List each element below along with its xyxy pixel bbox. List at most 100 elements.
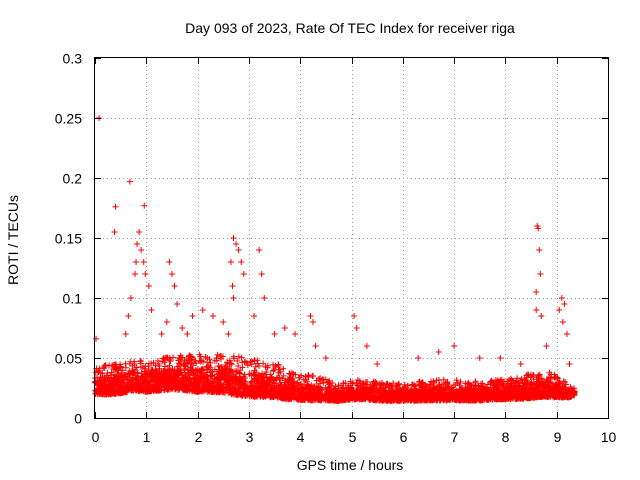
data-point xyxy=(171,386,178,393)
data-point xyxy=(234,378,241,385)
data-point xyxy=(171,283,178,289)
data-point xyxy=(472,378,479,385)
data-point xyxy=(282,377,289,384)
data-point xyxy=(261,295,268,301)
data-point xyxy=(224,359,231,366)
data-point xyxy=(543,343,550,349)
data-point xyxy=(185,355,192,362)
data-point xyxy=(109,382,116,389)
y-tick-label: 0.25 xyxy=(55,111,82,127)
data-point xyxy=(370,387,377,394)
data-point xyxy=(312,343,319,349)
data-point xyxy=(260,360,267,367)
data-point xyxy=(118,383,125,390)
data-point xyxy=(372,397,379,404)
data-point xyxy=(164,381,171,388)
data-point xyxy=(359,391,366,398)
data-point xyxy=(104,369,111,376)
data-point xyxy=(184,331,191,337)
data-point xyxy=(373,392,380,399)
data-point xyxy=(199,307,206,313)
data-point xyxy=(354,395,361,402)
data-point xyxy=(93,335,100,342)
data-point xyxy=(217,380,224,387)
data-point xyxy=(476,397,483,404)
data-point xyxy=(113,390,120,397)
data-point xyxy=(194,381,201,388)
data-point xyxy=(134,241,141,247)
data-point xyxy=(155,360,162,367)
data-point xyxy=(353,325,360,331)
data-point xyxy=(132,386,139,393)
data-point xyxy=(256,388,263,395)
data-point xyxy=(111,229,118,235)
data-point xyxy=(357,396,364,403)
data-point xyxy=(160,367,167,374)
data-point xyxy=(228,383,235,390)
data-point xyxy=(263,386,270,393)
data-point xyxy=(408,395,415,402)
data-point xyxy=(395,382,402,389)
data-point xyxy=(400,390,407,397)
data-point xyxy=(157,379,164,386)
data-point xyxy=(513,394,520,401)
data-point xyxy=(316,397,323,404)
data-point xyxy=(186,376,193,383)
data-point xyxy=(303,378,310,385)
data-point xyxy=(404,382,411,389)
data-point xyxy=(197,353,204,360)
data-point xyxy=(351,313,358,319)
data-point xyxy=(137,377,144,384)
data-point xyxy=(142,368,149,375)
data-point xyxy=(239,364,246,371)
data-point xyxy=(452,396,459,403)
data-point xyxy=(504,390,511,397)
data-point xyxy=(219,371,226,378)
data-point xyxy=(554,375,561,382)
data-point xyxy=(237,385,244,392)
data-point xyxy=(404,392,411,399)
data-point xyxy=(167,358,174,365)
data-point xyxy=(514,375,521,382)
data-point xyxy=(162,363,169,370)
data-point xyxy=(98,391,105,398)
data-point xyxy=(228,361,235,368)
grid-lines xyxy=(95,58,608,418)
data-point xyxy=(202,372,209,379)
data-point xyxy=(475,392,482,399)
data-point xyxy=(534,388,541,395)
data-point xyxy=(340,390,347,397)
data-point xyxy=(415,392,422,399)
data-point xyxy=(440,376,447,383)
data-point xyxy=(519,394,526,401)
data-point xyxy=(176,354,183,361)
data-point xyxy=(431,380,438,387)
data-point xyxy=(223,384,230,391)
data-point xyxy=(150,385,157,392)
data-point xyxy=(130,374,137,381)
data-point xyxy=(382,387,389,394)
data-point xyxy=(380,397,387,404)
data-point xyxy=(129,369,136,376)
data-point xyxy=(249,378,256,385)
data-point xyxy=(300,376,307,383)
data-point xyxy=(430,391,437,398)
data-point xyxy=(236,374,243,381)
data-point xyxy=(278,382,285,389)
data-point xyxy=(229,283,236,289)
data-point xyxy=(147,371,154,378)
data-point xyxy=(143,387,150,394)
data-point xyxy=(176,385,183,392)
data-point xyxy=(220,319,227,325)
data-point xyxy=(412,383,419,390)
data-point xyxy=(92,375,99,382)
data-point xyxy=(300,395,307,402)
data-point xyxy=(521,376,528,383)
data-point xyxy=(181,369,188,376)
data-point xyxy=(266,375,273,382)
data-point xyxy=(460,391,467,398)
data-point xyxy=(354,377,361,384)
data-point xyxy=(299,386,306,393)
data-point xyxy=(174,301,181,307)
data-point xyxy=(550,382,557,389)
